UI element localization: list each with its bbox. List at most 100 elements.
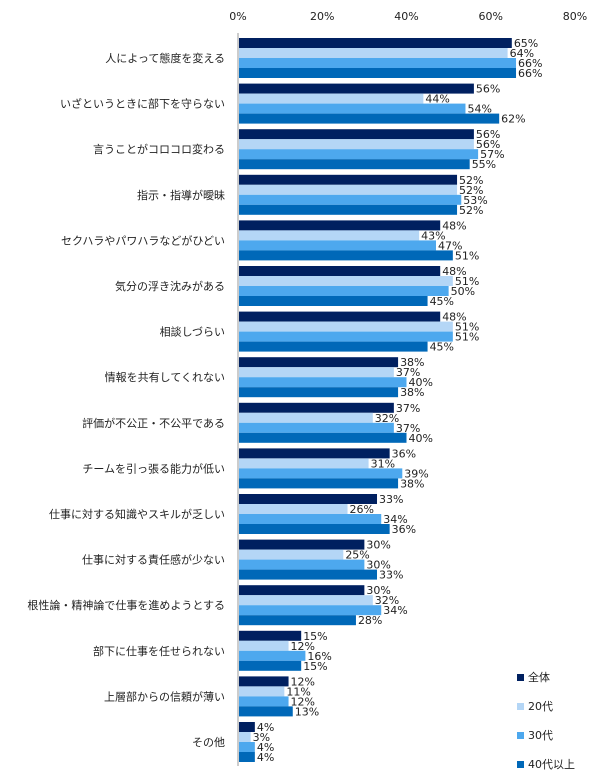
legend-swatch — [517, 703, 524, 710]
data-label: 38% — [400, 477, 424, 490]
bar-20代 — [239, 549, 344, 560]
data-label: 33% — [379, 569, 403, 582]
bar-20代 — [239, 595, 373, 606]
data-label: 30% — [366, 559, 390, 572]
bar-40代以上 — [239, 752, 255, 762]
data-label: 32% — [375, 594, 399, 607]
data-label: 64% — [510, 47, 534, 60]
category-label: その他 — [192, 736, 225, 749]
data-label: 43% — [421, 229, 445, 242]
bar-40代以上 — [239, 296, 428, 306]
bar-30代 — [239, 468, 403, 479]
data-label: 45% — [430, 295, 454, 308]
data-label: 66% — [518, 57, 542, 70]
data-label: 48% — [442, 265, 466, 278]
bar-全体 — [239, 220, 441, 231]
legend-label: 20代 — [528, 700, 553, 713]
data-label: 37% — [396, 366, 420, 379]
bar-全体 — [239, 630, 302, 641]
bar-全体 — [239, 174, 458, 185]
data-label: 11% — [286, 685, 310, 698]
category-label: 情報を共有してくれない — [105, 370, 225, 384]
legend-swatch — [517, 761, 524, 768]
data-label: 34% — [383, 604, 407, 617]
category-label: セクハラやパワハラなどがひどい — [61, 233, 225, 247]
data-label: 54% — [467, 103, 491, 116]
category-label: 仕事に対する責任感が少ない — [82, 553, 225, 567]
bar-40代以上 — [239, 569, 378, 580]
bar-20代 — [239, 184, 458, 195]
data-label: 53% — [463, 194, 487, 207]
data-label: 13% — [295, 705, 319, 718]
data-label: 30% — [366, 539, 390, 552]
data-label: 38% — [400, 356, 424, 369]
bar-20代 — [239, 321, 453, 332]
data-label: 12% — [291, 675, 315, 688]
data-label: 16% — [307, 650, 331, 663]
bar-40代以上 — [239, 524, 390, 534]
bar-30代 — [239, 696, 289, 707]
bar-30代 — [239, 650, 306, 661]
data-label: 25% — [345, 549, 369, 562]
bar-全体 — [239, 402, 394, 413]
category-label: チームを引っ張る能力が低い — [82, 461, 225, 475]
category-label: 相談しづらい — [160, 325, 225, 339]
data-label: 56% — [476, 138, 500, 151]
data-label: 38% — [400, 386, 424, 399]
data-label: 51% — [455, 331, 479, 344]
data-label: 55% — [472, 158, 496, 171]
bar-全体 — [239, 539, 365, 550]
data-label: 15% — [303, 660, 327, 673]
data-label: 40% — [409, 376, 433, 389]
x-tick-label: 80% — [563, 10, 587, 23]
legend-label: 全体 — [528, 670, 550, 684]
bar-20代 — [239, 139, 474, 150]
category-label: 気分の浮き沈みがある — [115, 279, 225, 293]
bar-30代 — [239, 194, 462, 205]
data-label: 52% — [459, 204, 483, 217]
bar-全体 — [239, 311, 441, 322]
category-label: 上層部からの信頼が薄い — [104, 689, 225, 703]
data-label: 51% — [455, 275, 479, 288]
data-label: 12% — [291, 640, 315, 653]
bar-30代 — [239, 514, 382, 524]
data-label: 33% — [379, 493, 403, 506]
bar-40代以上 — [239, 615, 356, 626]
data-label: 26% — [350, 503, 374, 516]
bar-40代以上 — [239, 387, 399, 398]
x-tick-label: 40% — [394, 10, 418, 23]
bar-20代 — [239, 367, 394, 378]
category-label: 評価が不公正・不公平である — [82, 416, 225, 430]
bar-全体 — [239, 676, 289, 687]
bar-全体 — [239, 357, 399, 368]
bar-全体 — [239, 722, 255, 732]
data-label: 4% — [257, 751, 274, 764]
bar-全体 — [239, 448, 390, 459]
legend-swatch — [517, 732, 524, 739]
data-label: 47% — [438, 239, 462, 252]
legend-label: 30代 — [528, 729, 553, 742]
category-label: 言うことがコロコロ変わる — [93, 142, 225, 156]
bar-30代 — [239, 286, 449, 296]
category-label: 人によって態度を変える — [105, 51, 225, 65]
bar-全体 — [239, 38, 512, 48]
bar-40代以上 — [239, 250, 453, 261]
data-label: 56% — [476, 128, 500, 141]
bar-30代 — [239, 103, 466, 114]
bar-40代以上 — [239, 204, 458, 215]
bar-全体 — [239, 585, 365, 596]
data-label: 65% — [514, 37, 538, 50]
bar-40代以上 — [239, 68, 517, 78]
data-label: 31% — [371, 457, 395, 470]
data-label: 30% — [366, 584, 390, 597]
bar-30代 — [239, 240, 436, 251]
bar-30代 — [239, 377, 407, 388]
bar-全体 — [239, 494, 378, 504]
legend-label: 40代以上 — [528, 758, 575, 771]
data-label: 45% — [430, 341, 454, 354]
bar-40代以上 — [239, 113, 500, 124]
bar-40代以上 — [239, 159, 470, 170]
bar-20代 — [239, 640, 289, 651]
data-label: 44% — [425, 93, 449, 106]
bar-20代 — [239, 93, 424, 104]
